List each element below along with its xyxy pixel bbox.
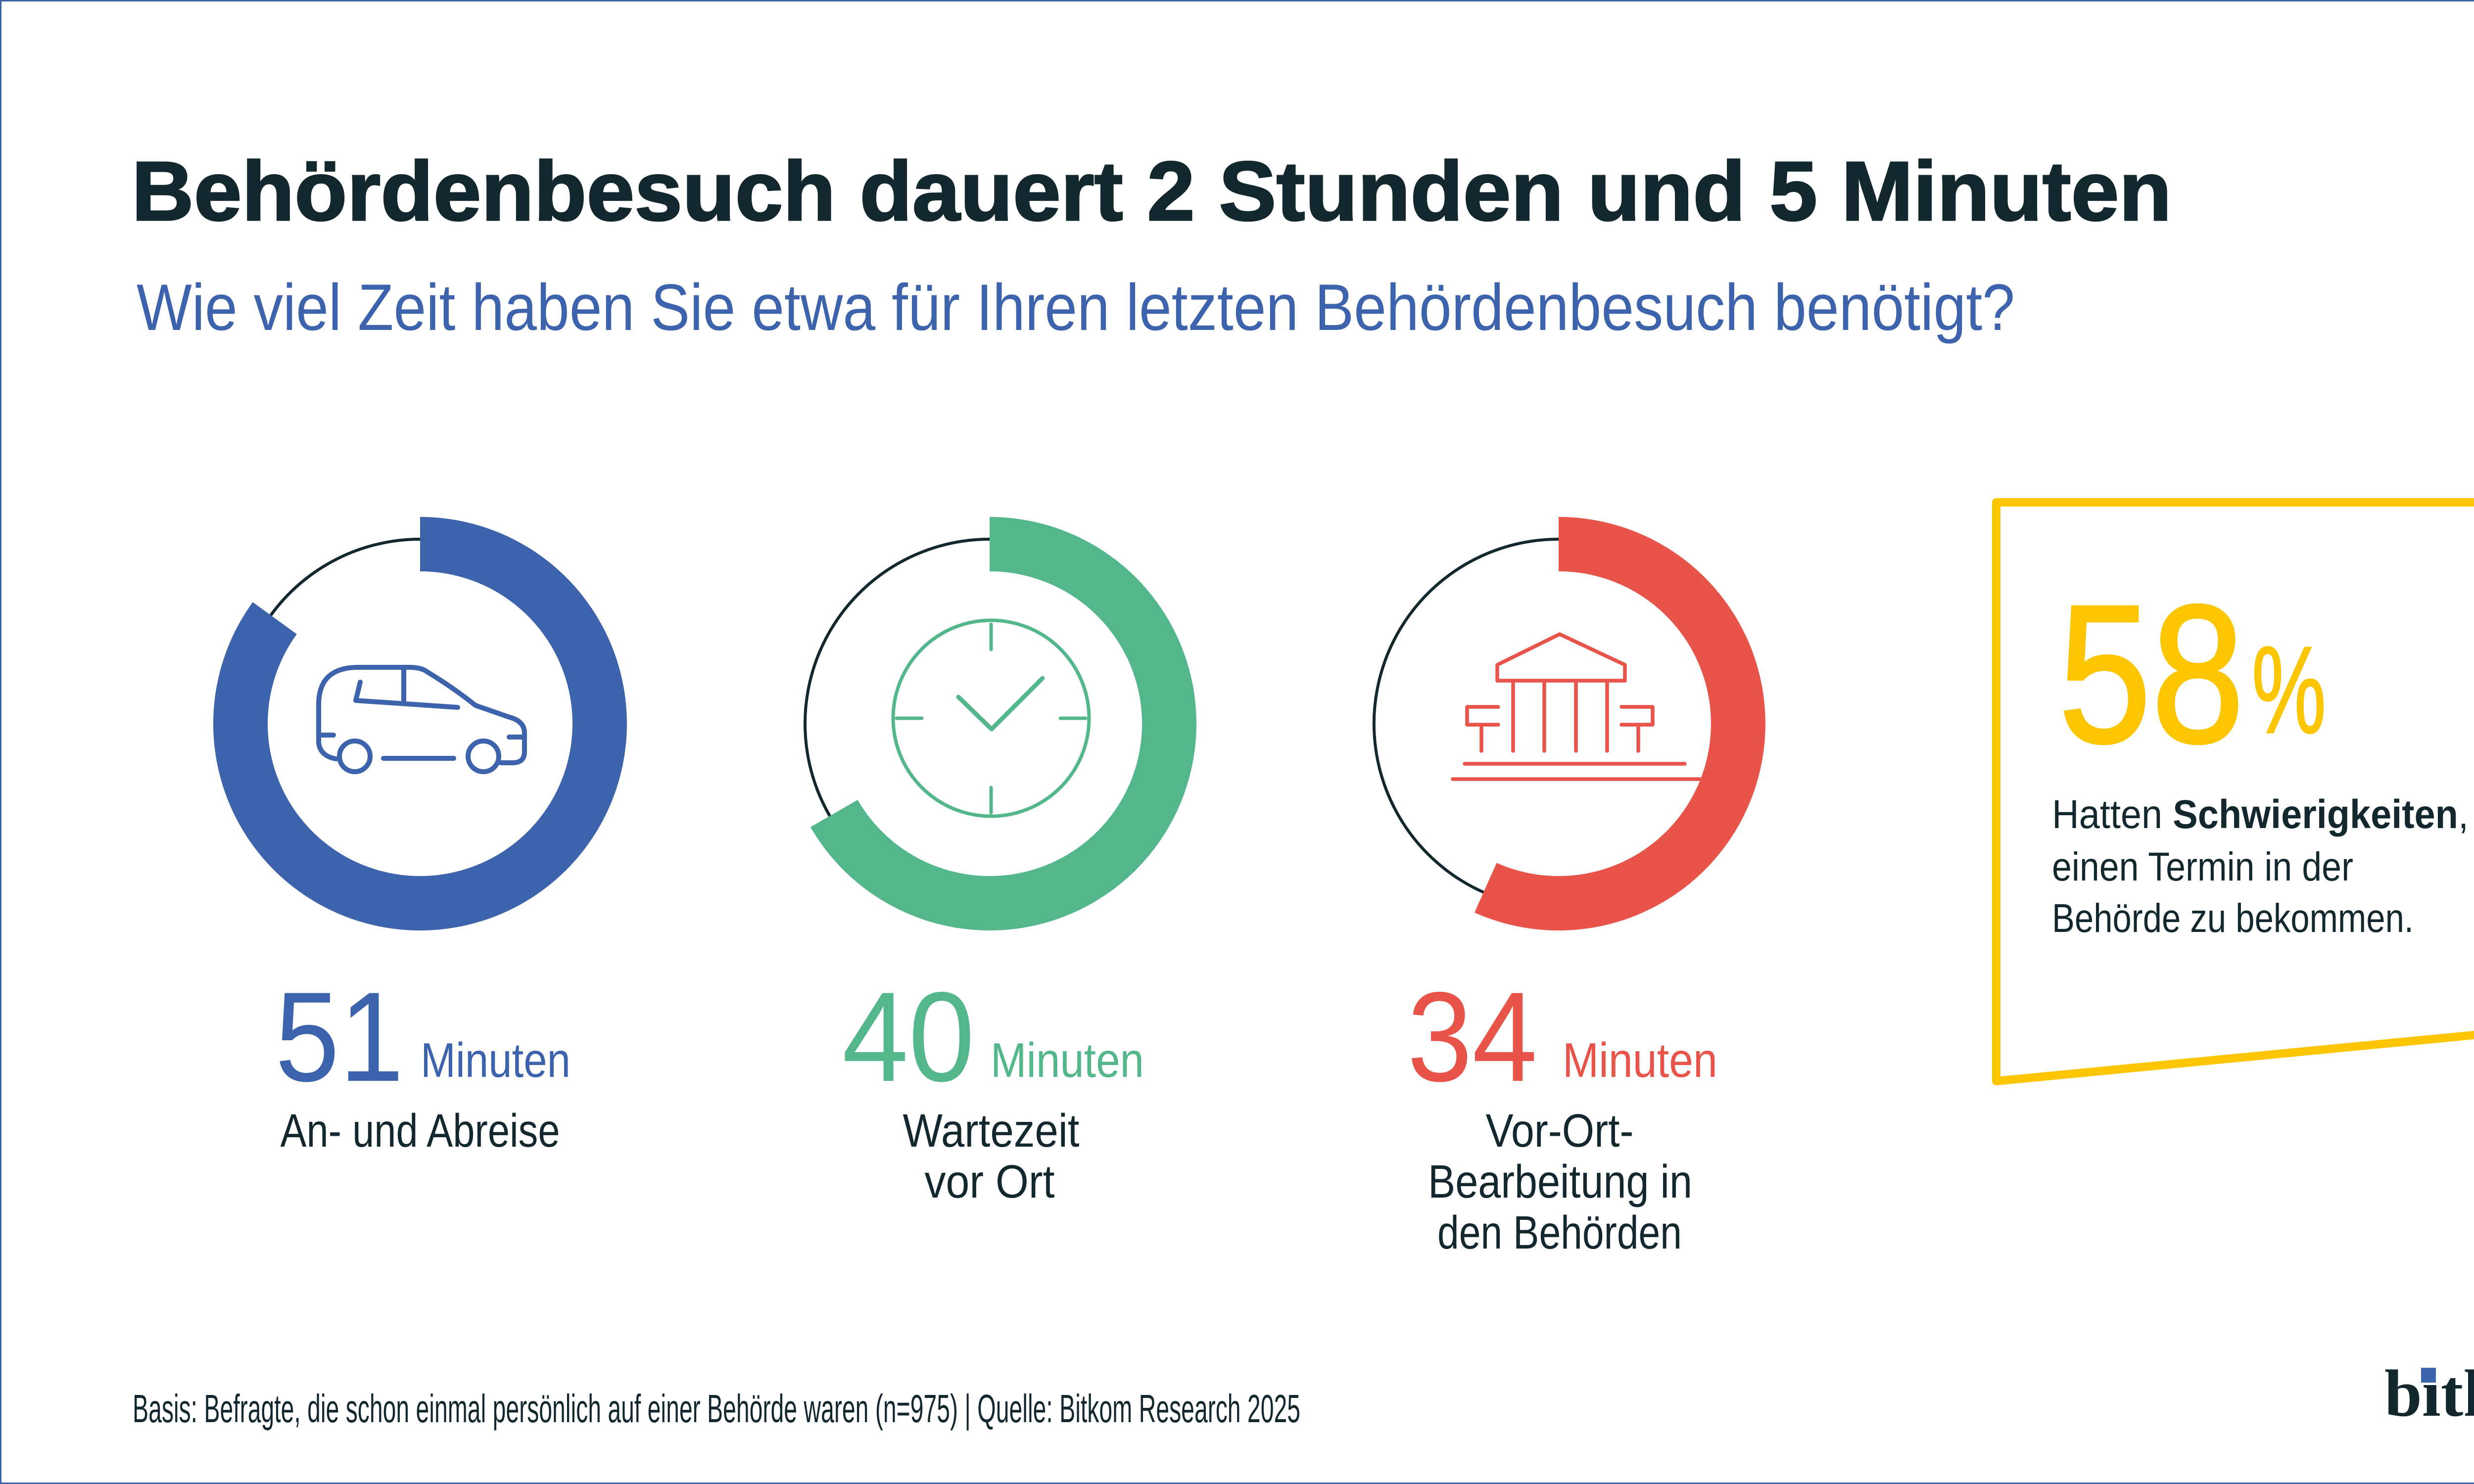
svg-text:Behörde zu bekommen.: Behörde zu bekommen.: [2052, 896, 2414, 941]
svg-text:Minuten: Minuten: [1563, 1033, 1717, 1087]
svg-text:34: 34: [1407, 965, 1537, 1108]
svg-text:Minuten: Minuten: [991, 1033, 1144, 1087]
svg-text:Minuten: Minuten: [421, 1033, 571, 1087]
svg-text:den Behörden: den Behörden: [1437, 1206, 1682, 1259]
svg-text:einen Termin in der: einen Termin in der: [2052, 844, 2353, 889]
svg-text:Wartezeit: Wartezeit: [903, 1105, 1080, 1157]
svg-text:Vor-Ort-: Vor-Ort-: [1486, 1105, 1634, 1157]
svg-text:58: 58: [2058, 564, 2244, 784]
svg-text:vor Ort: vor Ort: [925, 1156, 1055, 1208]
svg-text:%: %: [2252, 621, 2326, 759]
svg-text:Bearbeitung in: Bearbeitung in: [1428, 1156, 1692, 1208]
svg-text:51: 51: [275, 965, 404, 1108]
svg-text:Wie viel Zeit haben Sie etwa f: Wie viel Zeit haben Sie etwa für Ihren l…: [137, 271, 2015, 344]
svg-text:Basis: Befragte, die schon ein: Basis: Befragte, die schon einmal persön…: [133, 1387, 1300, 1431]
svg-text:40: 40: [842, 965, 975, 1108]
svg-text:Behördenbesuch dauert 2 Stunde: Behördenbesuch dauert 2 Stunden und 5 Mi…: [132, 144, 2172, 238]
svg-text:Hatten Schwierigkeiten,: Hatten Schwierigkeiten,: [2052, 792, 2469, 837]
svg-text:An- und Abreise: An- und Abreise: [281, 1105, 560, 1157]
